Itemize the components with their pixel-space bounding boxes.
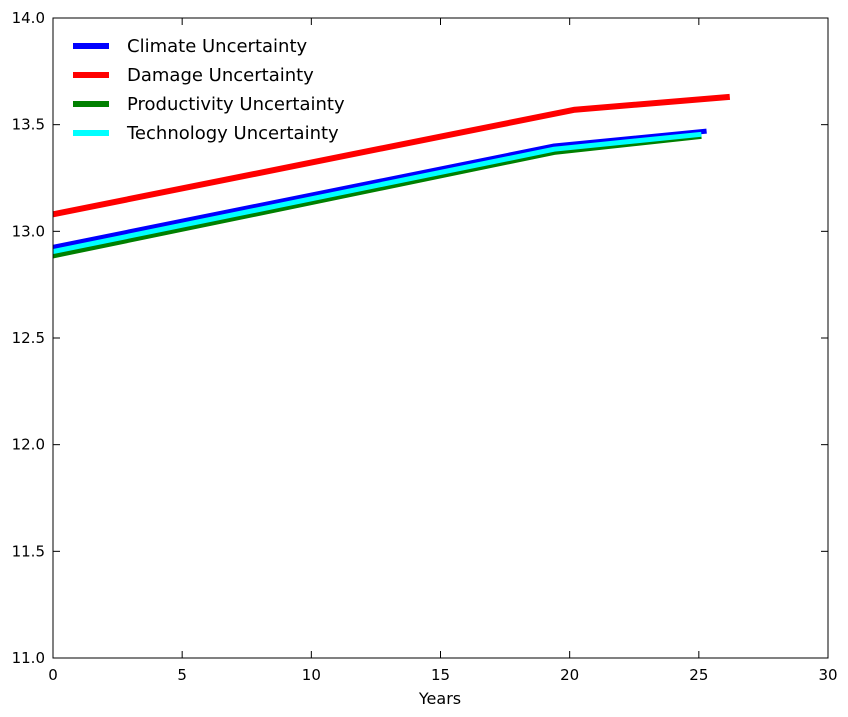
legend: Climate Uncertainty Damage Uncertainty Pro… <box>73 36 345 144</box>
legend-label-technology-uncertainty: Technology Uncertainty <box>126 123 339 144</box>
legend-label-damage-uncertainty: Damage Uncertainty <box>127 65 314 86</box>
legend-label-climate-uncertainty: Climate Uncertainty <box>127 36 307 57</box>
x-tick-label: 10 <box>302 666 321 684</box>
y-tick-label: 11.5 <box>12 542 45 560</box>
y-tick-label: 13.0 <box>12 222 45 240</box>
series-line-climate-uncertainty <box>52 128 707 250</box>
y-tick-label: 14.0 <box>12 9 45 27</box>
y-tick-label: 12.5 <box>12 329 45 347</box>
x-axis-label: Years <box>418 689 461 708</box>
ticks-layer: 0 5 10 15 20 25 30 11.0 11.5 12.0 12.5 13.0 13.5 14.0 <box>12 9 838 684</box>
legend-label-productivity-uncertainty: Productivity Uncertainty <box>127 94 345 115</box>
x-tick-label: 20 <box>560 666 579 684</box>
series-line-technology-uncertainty <box>52 131 702 255</box>
x-tick-label: 5 <box>177 666 187 684</box>
x-tick-label: 25 <box>689 666 708 684</box>
y-tick-label: 11.0 <box>12 649 45 667</box>
y-tick-label: 12.0 <box>12 436 45 454</box>
series-layer <box>52 93 731 259</box>
series-line-damage-uncertainty <box>52 93 731 218</box>
x-tick-label: 0 <box>48 666 58 684</box>
x-tick-label: 30 <box>818 666 837 684</box>
x-tick-label: 15 <box>431 666 450 684</box>
y-tick-label: 13.5 <box>12 116 45 134</box>
